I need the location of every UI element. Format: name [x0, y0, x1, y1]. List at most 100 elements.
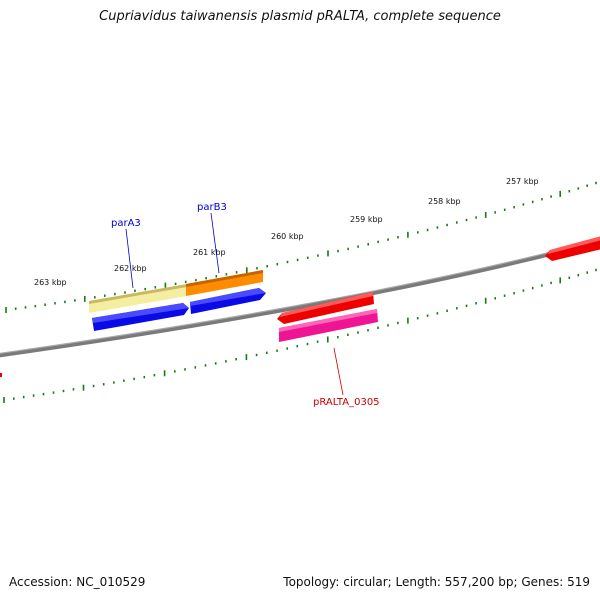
minor-tick	[595, 268, 597, 272]
minor-tick	[195, 278, 197, 282]
minor-tick	[174, 370, 176, 373]
minor-tick	[266, 265, 268, 268]
major-tick	[3, 397, 5, 403]
major-tick	[164, 282, 167, 289]
gene-parA3[interactable]	[92, 303, 189, 331]
minor-tick	[522, 289, 525, 292]
minor-tick	[52, 391, 55, 394]
gene-parB3[interactable]	[190, 288, 266, 314]
gene-pRALTA_0305[interactable]	[279, 309, 378, 342]
minor-tick	[347, 333, 349, 336]
minor-tick	[377, 240, 379, 244]
minor-tick	[113, 381, 115, 384]
minor-tick	[286, 260, 289, 264]
minor-tick	[357, 331, 359, 334]
gene-label-parB3[interactable]: parB3	[197, 202, 227, 213]
major-tick	[163, 370, 166, 377]
minor-tick	[134, 289, 136, 292]
minor-tick	[102, 383, 105, 386]
gene-parA3-forward[interactable]	[89, 284, 187, 313]
minor-tick	[367, 329, 369, 332]
minor-tick	[586, 184, 588, 187]
minor-tick	[416, 317, 419, 320]
minor-tick	[92, 384, 95, 388]
minor-tick	[494, 297, 496, 300]
minor-tick	[32, 394, 35, 397]
minor-tick	[42, 392, 45, 396]
minor-tick	[417, 231, 419, 234]
minor-tick	[475, 302, 477, 305]
minor-tick	[586, 271, 588, 274]
minor-tick	[143, 375, 146, 379]
major-tick	[484, 297, 487, 304]
minor-tick	[124, 291, 126, 294]
kbp-label-259: 259 kbp	[350, 215, 383, 224]
minor-tick	[446, 223, 448, 227]
minor-tick	[123, 379, 125, 382]
kbp-label-261: 261 kbp	[193, 248, 226, 257]
minor-tick	[465, 218, 468, 222]
minor-tick	[94, 296, 96, 299]
minor-tick	[337, 249, 339, 253]
upper-tick-track	[5, 181, 597, 313]
minor-tick	[577, 274, 580, 277]
minor-tick	[503, 294, 506, 297]
minor-tick	[577, 187, 580, 190]
topology-summary: Topology: circular; Length: 557,200 bp; …	[283, 575, 590, 589]
minor-tick	[154, 286, 157, 289]
gene-parB3-forward[interactable]	[186, 270, 263, 296]
gene-red-center[interactable]	[277, 292, 374, 324]
major-tick	[327, 250, 329, 257]
minor-tick	[306, 256, 309, 259]
minor-tick	[34, 304, 37, 308]
minor-tick	[276, 349, 278, 352]
major-tick	[84, 295, 86, 302]
minor-tick	[568, 190, 571, 193]
major-tick	[484, 211, 487, 218]
minor-tick	[456, 221, 458, 224]
minor-tick	[44, 303, 46, 306]
minor-tick	[204, 364, 207, 367]
minor-tick	[387, 324, 389, 327]
minor-tick	[174, 282, 177, 285]
major-tick	[407, 317, 409, 324]
major-tick	[559, 277, 561, 284]
minor-tick	[595, 181, 597, 185]
minor-tick	[235, 358, 237, 361]
gene-label-pRALTA_0305[interactable]: pRALTA_0305	[313, 397, 380, 408]
minor-tick	[465, 304, 468, 307]
minor-tick	[347, 247, 349, 251]
minor-tick	[133, 377, 135, 381]
partial-gene-left	[0, 373, 2, 377]
parA3-leader	[125, 228, 134, 289]
minor-tick	[225, 360, 227, 363]
minor-tick	[541, 198, 543, 201]
minor-tick	[194, 366, 197, 369]
major-tick	[82, 384, 85, 391]
minor-tick	[144, 287, 146, 291]
kbp-label-257: 257 kbp	[506, 177, 539, 186]
minor-tick	[205, 277, 207, 280]
minor-tick	[568, 276, 571, 279]
minor-tick	[296, 345, 299, 348]
gene-label-parA3[interactable]: parA3	[111, 218, 141, 229]
minor-tick	[503, 208, 506, 211]
minor-tick	[114, 292, 116, 296]
minor-tick	[266, 351, 268, 354]
minor-tick	[296, 258, 299, 262]
minor-tick	[357, 245, 359, 248]
minor-tick	[436, 226, 439, 229]
minor-tick	[436, 312, 439, 315]
major-tick	[5, 307, 7, 313]
minor-tick	[104, 294, 106, 297]
accession-label: Accession: NC_010529	[9, 575, 146, 589]
minor-tick	[13, 397, 15, 400]
minor-tick	[531, 200, 534, 204]
kbp-label-258: 258 kbp	[428, 197, 461, 206]
major-tick	[327, 336, 329, 343]
kbp-label-263: 263 kbp	[34, 278, 67, 287]
gene-red-right[interactable]	[545, 236, 600, 261]
minor-tick	[456, 307, 458, 310]
minor-tick	[426, 228, 429, 232]
